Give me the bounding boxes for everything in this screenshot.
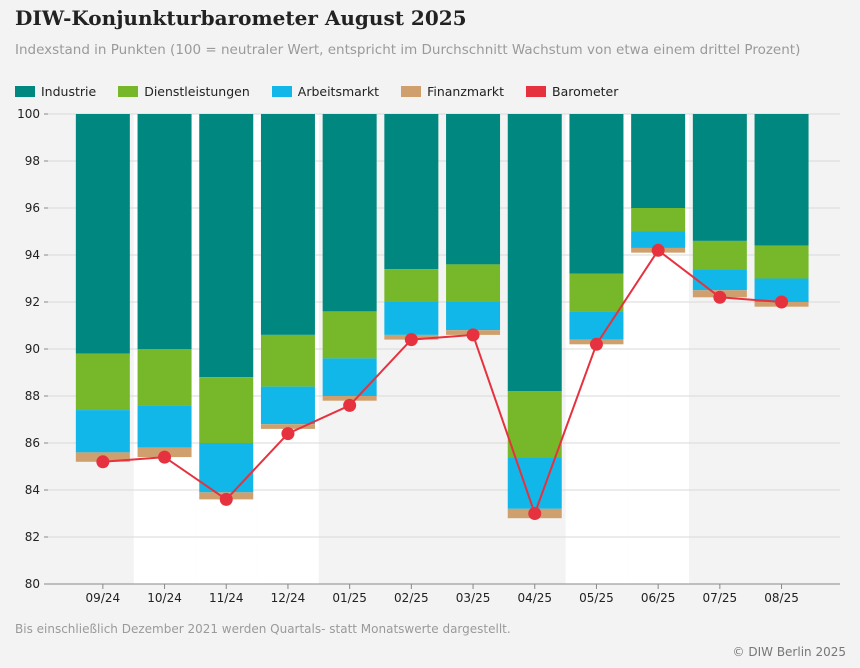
barometer-point-07-25 [713, 290, 727, 304]
bar-arbeitsmarkt-12-24 [260, 386, 315, 425]
legend-label-finanzmarkt: Finanzmarkt [427, 84, 505, 99]
legend: Industrie Dienstleistungen Arbeitsmarkt … [15, 84, 618, 99]
legend-swatch-dienstleistungen [118, 86, 139, 97]
bar-dienstleistungen-11-24 [199, 377, 254, 443]
bar-dienstleistungen-07-25 [692, 240, 747, 270]
legend-item-industrie[interactable]: Industrie [15, 84, 96, 99]
bar-industrie-07-25 [692, 114, 747, 241]
barometer-point-05-25 [589, 337, 603, 351]
y-tick-label: 90 [25, 342, 40, 356]
bar-finanzmarkt-01-25 [322, 396, 377, 401]
chart-subtitle: Indexstand in Punkten (100 = neutraler W… [15, 42, 801, 58]
y-tick-label: 82 [25, 530, 40, 544]
bar-finanzmarkt-12-24 [260, 424, 315, 429]
y-tick-label: 98 [25, 154, 40, 168]
bar-arbeitsmarkt-06-25 [631, 231, 686, 248]
bar-dienstleistungen-01-25 [322, 311, 377, 359]
x-tick-label: 06/25 [641, 591, 676, 605]
legend-label-barometer: Barometer [552, 84, 619, 99]
bar-arbeitsmarkt-08-25 [754, 278, 809, 302]
legend-label-dienstleistungen: Dienstleistungen [144, 84, 250, 99]
legend-label-arbeitsmarkt: Arbeitsmarkt [297, 84, 380, 99]
x-tick-label: 09/24 [86, 591, 121, 605]
y-tick-label: 80 [25, 577, 40, 591]
bar-industrie-08-25 [754, 114, 809, 246]
bar-industrie-11-24 [199, 114, 254, 378]
bar-arbeitsmarkt-07-25 [692, 269, 747, 291]
legend-swatch-industrie [15, 86, 35, 97]
bar-dienstleistungen-12-24 [260, 334, 315, 387]
x-tick-label: 12/24 [271, 591, 306, 605]
y-tick-label: 92 [25, 295, 40, 309]
legend-item-finanzmarkt[interactable]: Finanzmarkt [401, 84, 504, 99]
bar-industrie-10-24 [137, 114, 192, 349]
y-tick-label: 84 [25, 483, 40, 497]
bar-dienstleistungen-02-25 [384, 269, 439, 302]
x-tick-label: 03/25 [456, 591, 491, 605]
x-tick-label: 07/25 [703, 591, 738, 605]
x-tick-label: 10/24 [147, 591, 182, 605]
legend-label-industrie: Industrie [41, 84, 97, 99]
bar-industrie-03-25 [446, 114, 501, 265]
y-tick-label: 88 [25, 389, 40, 403]
bar-arbeitsmarkt-11-24 [199, 443, 254, 493]
legend-swatch-arbeitsmarkt [271, 86, 292, 97]
barometer-point-03-25 [466, 328, 480, 342]
bar-arbeitsmarkt-04-25 [507, 457, 562, 509]
legend-swatch-barometer [526, 86, 547, 97]
x-tick-label: 11/24 [209, 591, 244, 605]
bar-dienstleistungen-06-25 [631, 208, 686, 232]
y-tick-label: 100 [17, 107, 40, 121]
legend-swatch-finanzmarkt [401, 86, 422, 97]
bar-arbeitsmarkt-03-25 [446, 302, 501, 331]
bar-arbeitsmarkt-10-24 [137, 405, 192, 448]
barometer-line [102, 248, 782, 517]
bar-industrie-05-25 [569, 114, 624, 274]
source-credit: © DIW Berlin 2025 [732, 645, 846, 659]
y-tick-label: 94 [25, 248, 40, 262]
legend-item-dienstleistungen[interactable]: Dienstleistungen [118, 84, 250, 99]
legend-item-arbeitsmarkt[interactable]: Arbeitsmarkt [271, 84, 380, 99]
chart-title: DIW-Konjunkturbarometer August 2025 [15, 6, 467, 30]
bar-dienstleistungen-05-25 [569, 273, 624, 312]
x-tick-label: 04/25 [517, 591, 552, 605]
barometer-point-08-25 [775, 295, 789, 309]
barometer-point-09-24 [96, 455, 110, 469]
bar-industrie-06-25 [631, 114, 686, 208]
y-tick-label: 96 [25, 201, 40, 215]
bar-industrie-04-25 [507, 114, 562, 392]
legend-item-barometer[interactable]: Barometer [526, 84, 618, 99]
footnote: Bis einschließlich Dezember 2021 werden … [15, 622, 511, 636]
bar-dienstleistungen-09-24 [75, 353, 130, 411]
x-tick-label: 01/25 [332, 591, 367, 605]
barometer-point-06-25 [651, 243, 665, 257]
x-tick-label: 08/25 [764, 591, 799, 605]
x-tick-label: 05/25 [579, 591, 614, 605]
barometer-point-02-25 [404, 333, 418, 347]
barometer-point-11-24 [219, 492, 233, 506]
bar-arbeitsmarkt-01-25 [322, 358, 377, 396]
y-tick-label: 86 [25, 436, 40, 450]
bar-dienstleistungen-04-25 [507, 391, 562, 458]
x-tick-label: 02/25 [394, 591, 429, 605]
barometer-point-10-24 [158, 450, 172, 464]
bar-arbeitsmarkt-02-25 [384, 302, 439, 335]
barometer-point-04-25 [528, 507, 542, 520]
bar-industrie-09-24 [75, 114, 130, 354]
bar-dienstleistungen-03-25 [446, 264, 501, 302]
bar-industrie-02-25 [384, 114, 439, 270]
bar-arbeitsmarkt-09-24 [75, 410, 130, 453]
barometer-point-01-25 [343, 398, 357, 412]
bar-dienstleistungen-10-24 [137, 349, 192, 406]
barometer-point-12-24 [281, 427, 295, 441]
bar-industrie-01-25 [322, 114, 377, 312]
bar-industrie-12-24 [260, 114, 315, 335]
bar-dienstleistungen-08-25 [754, 245, 809, 279]
